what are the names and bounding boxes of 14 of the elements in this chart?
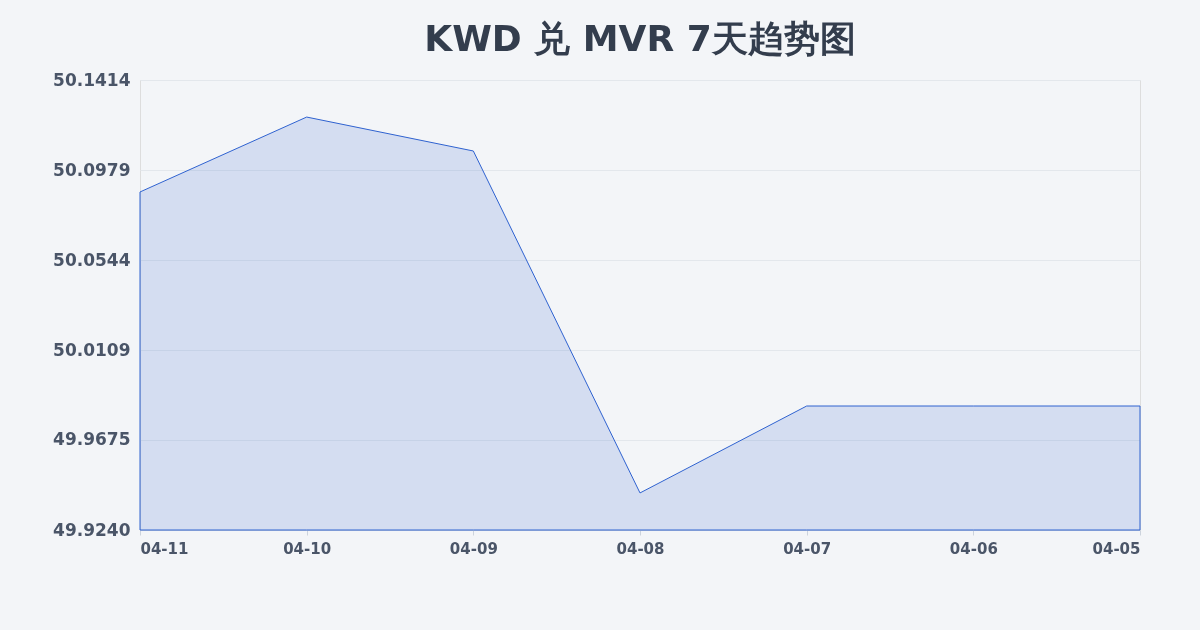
y-tick-label: 49.9675	[53, 429, 131, 450]
y-tick-label: 50.0544	[53, 249, 131, 270]
x-tick-label: 04-09	[449, 539, 498, 558]
x-tick-label: 04-10	[283, 539, 332, 558]
x-tick-label: 04-07	[783, 539, 832, 558]
chart-title: KWD 兑 MVR 7天趋势图	[424, 18, 856, 59]
x-tick-label: 04-08	[616, 539, 665, 558]
y-tick-label: 50.0109	[53, 339, 131, 360]
x-tick-label: 04-11	[140, 539, 189, 558]
x-tick-label: 04-06	[949, 539, 998, 558]
y-tick-label: 50.1414	[53, 69, 131, 90]
x-tick-label: 04-05	[1092, 539, 1141, 558]
y-tick-label: 50.0979	[53, 159, 131, 180]
y-tick-label: 49.9240	[53, 519, 131, 540]
